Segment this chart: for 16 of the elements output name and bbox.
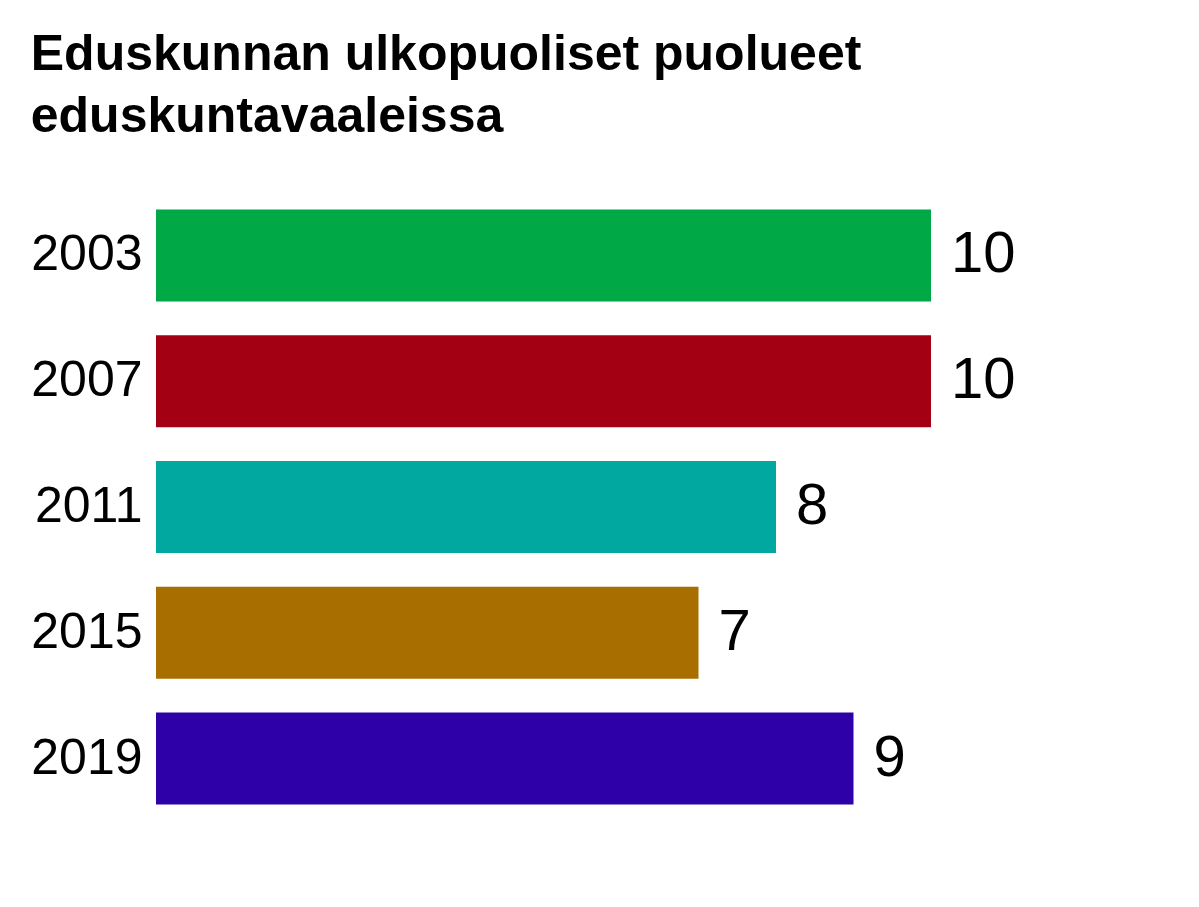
y-tick-label: 2003: [31, 225, 143, 282]
y-tick-label: 2007: [31, 351, 143, 408]
data-label: 8: [796, 471, 829, 536]
data-label: 10: [951, 219, 1016, 285]
data-label: 7: [718, 596, 751, 662]
data-label: 9: [873, 722, 906, 788]
y-tick-label: 2015: [31, 602, 143, 659]
bar: [156, 586, 699, 679]
data-label: 10: [951, 345, 1016, 411]
bar: [156, 335, 931, 428]
y-tick-label: 2011: [34, 477, 143, 533]
bar: [156, 461, 776, 553]
y-tick-label: 2019: [31, 728, 143, 785]
bar: [156, 209, 931, 302]
bar: [156, 712, 854, 805]
chart-title: Eduskunnan ulkopuoliset puolueet eduskuntavaaleissa: [30, 25, 862, 143]
